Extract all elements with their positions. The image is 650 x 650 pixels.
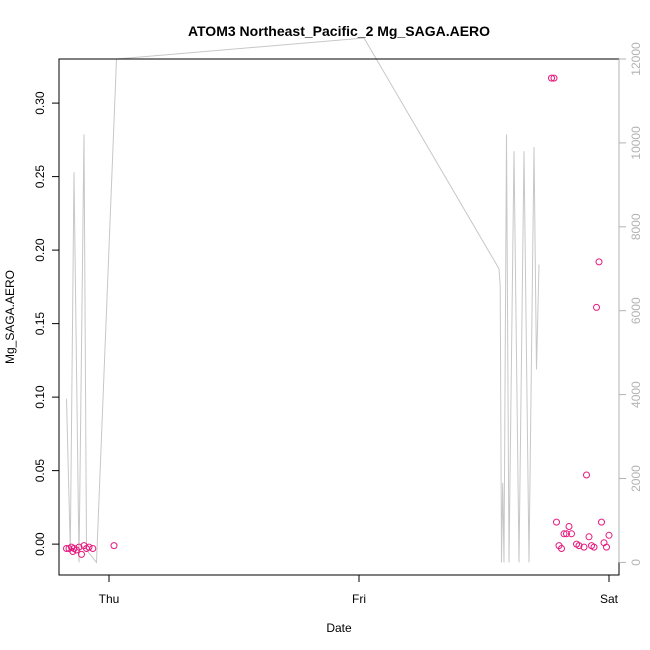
data-point bbox=[575, 542, 583, 550]
y-tick-label: 0.20 bbox=[33, 238, 47, 262]
data-point bbox=[85, 543, 93, 551]
x-tick-label: Sat bbox=[600, 592, 619, 606]
data-point bbox=[63, 545, 70, 552]
y-axis: 0.00 0.05 0.10 0.15 0.20 0.25 0.30 bbox=[33, 91, 60, 556]
secondary-series-line bbox=[66, 37, 540, 564]
secondary-y-tick-label: 6000 bbox=[629, 297, 643, 324]
data-point bbox=[553, 518, 560, 526]
secondary-y-tick-label: 2000 bbox=[629, 465, 643, 492]
data-point bbox=[595, 258, 603, 266]
data-point bbox=[78, 550, 85, 558]
y-tick-label: 0.00 bbox=[33, 532, 47, 556]
secondary-y-tick-label: 8000 bbox=[629, 213, 643, 240]
data-point bbox=[593, 303, 600, 311]
data-point bbox=[550, 74, 558, 82]
data-point bbox=[580, 543, 588, 551]
y-tick-label: 0.15 bbox=[33, 312, 47, 336]
x-axis: Thu Fri Sat bbox=[99, 574, 619, 606]
x-tick-label: Thu bbox=[99, 592, 120, 606]
secondary-y-tick-label: 0 bbox=[629, 559, 643, 566]
secondary-y-tick-label: 10000 bbox=[629, 126, 643, 160]
data-point bbox=[75, 543, 83, 551]
data-point bbox=[563, 530, 570, 538]
secondary-y-tick-label: 4000 bbox=[629, 381, 643, 408]
y-tick-label: 0.05 bbox=[33, 459, 47, 483]
plot-marks bbox=[63, 37, 613, 564]
x-axis-label: Date bbox=[326, 621, 352, 635]
y-tick-label: 0.25 bbox=[33, 165, 47, 189]
data-point bbox=[605, 531, 613, 539]
y-tick-label: 0.10 bbox=[33, 385, 47, 409]
data-point bbox=[603, 543, 610, 551]
chart-title: ATOM3 Northeast_Pacific_2 Mg_SAGA.AERO bbox=[188, 23, 490, 39]
data-point bbox=[560, 530, 568, 538]
data-point bbox=[565, 523, 573, 530]
data-point bbox=[568, 530, 575, 538]
data-point bbox=[585, 533, 593, 541]
secondary-y-axis: 0 2000 4000 6000 8000 10000 12000 bbox=[618, 42, 643, 566]
secondary-y-tick-label: 12000 bbox=[629, 42, 643, 76]
y-axis-label: Mg_SAGA.AERO bbox=[3, 270, 17, 364]
y-tick-label: 0.30 bbox=[33, 91, 47, 115]
data-point bbox=[598, 518, 605, 526]
x-tick-label: Fri bbox=[352, 592, 366, 606]
plot-frame bbox=[58, 58, 620, 576]
data-point bbox=[558, 545, 565, 552]
data-point bbox=[583, 471, 590, 479]
data-point bbox=[548, 74, 555, 82]
data-point bbox=[110, 542, 118, 550]
data-point bbox=[590, 543, 598, 551]
data-point bbox=[89, 545, 97, 552]
